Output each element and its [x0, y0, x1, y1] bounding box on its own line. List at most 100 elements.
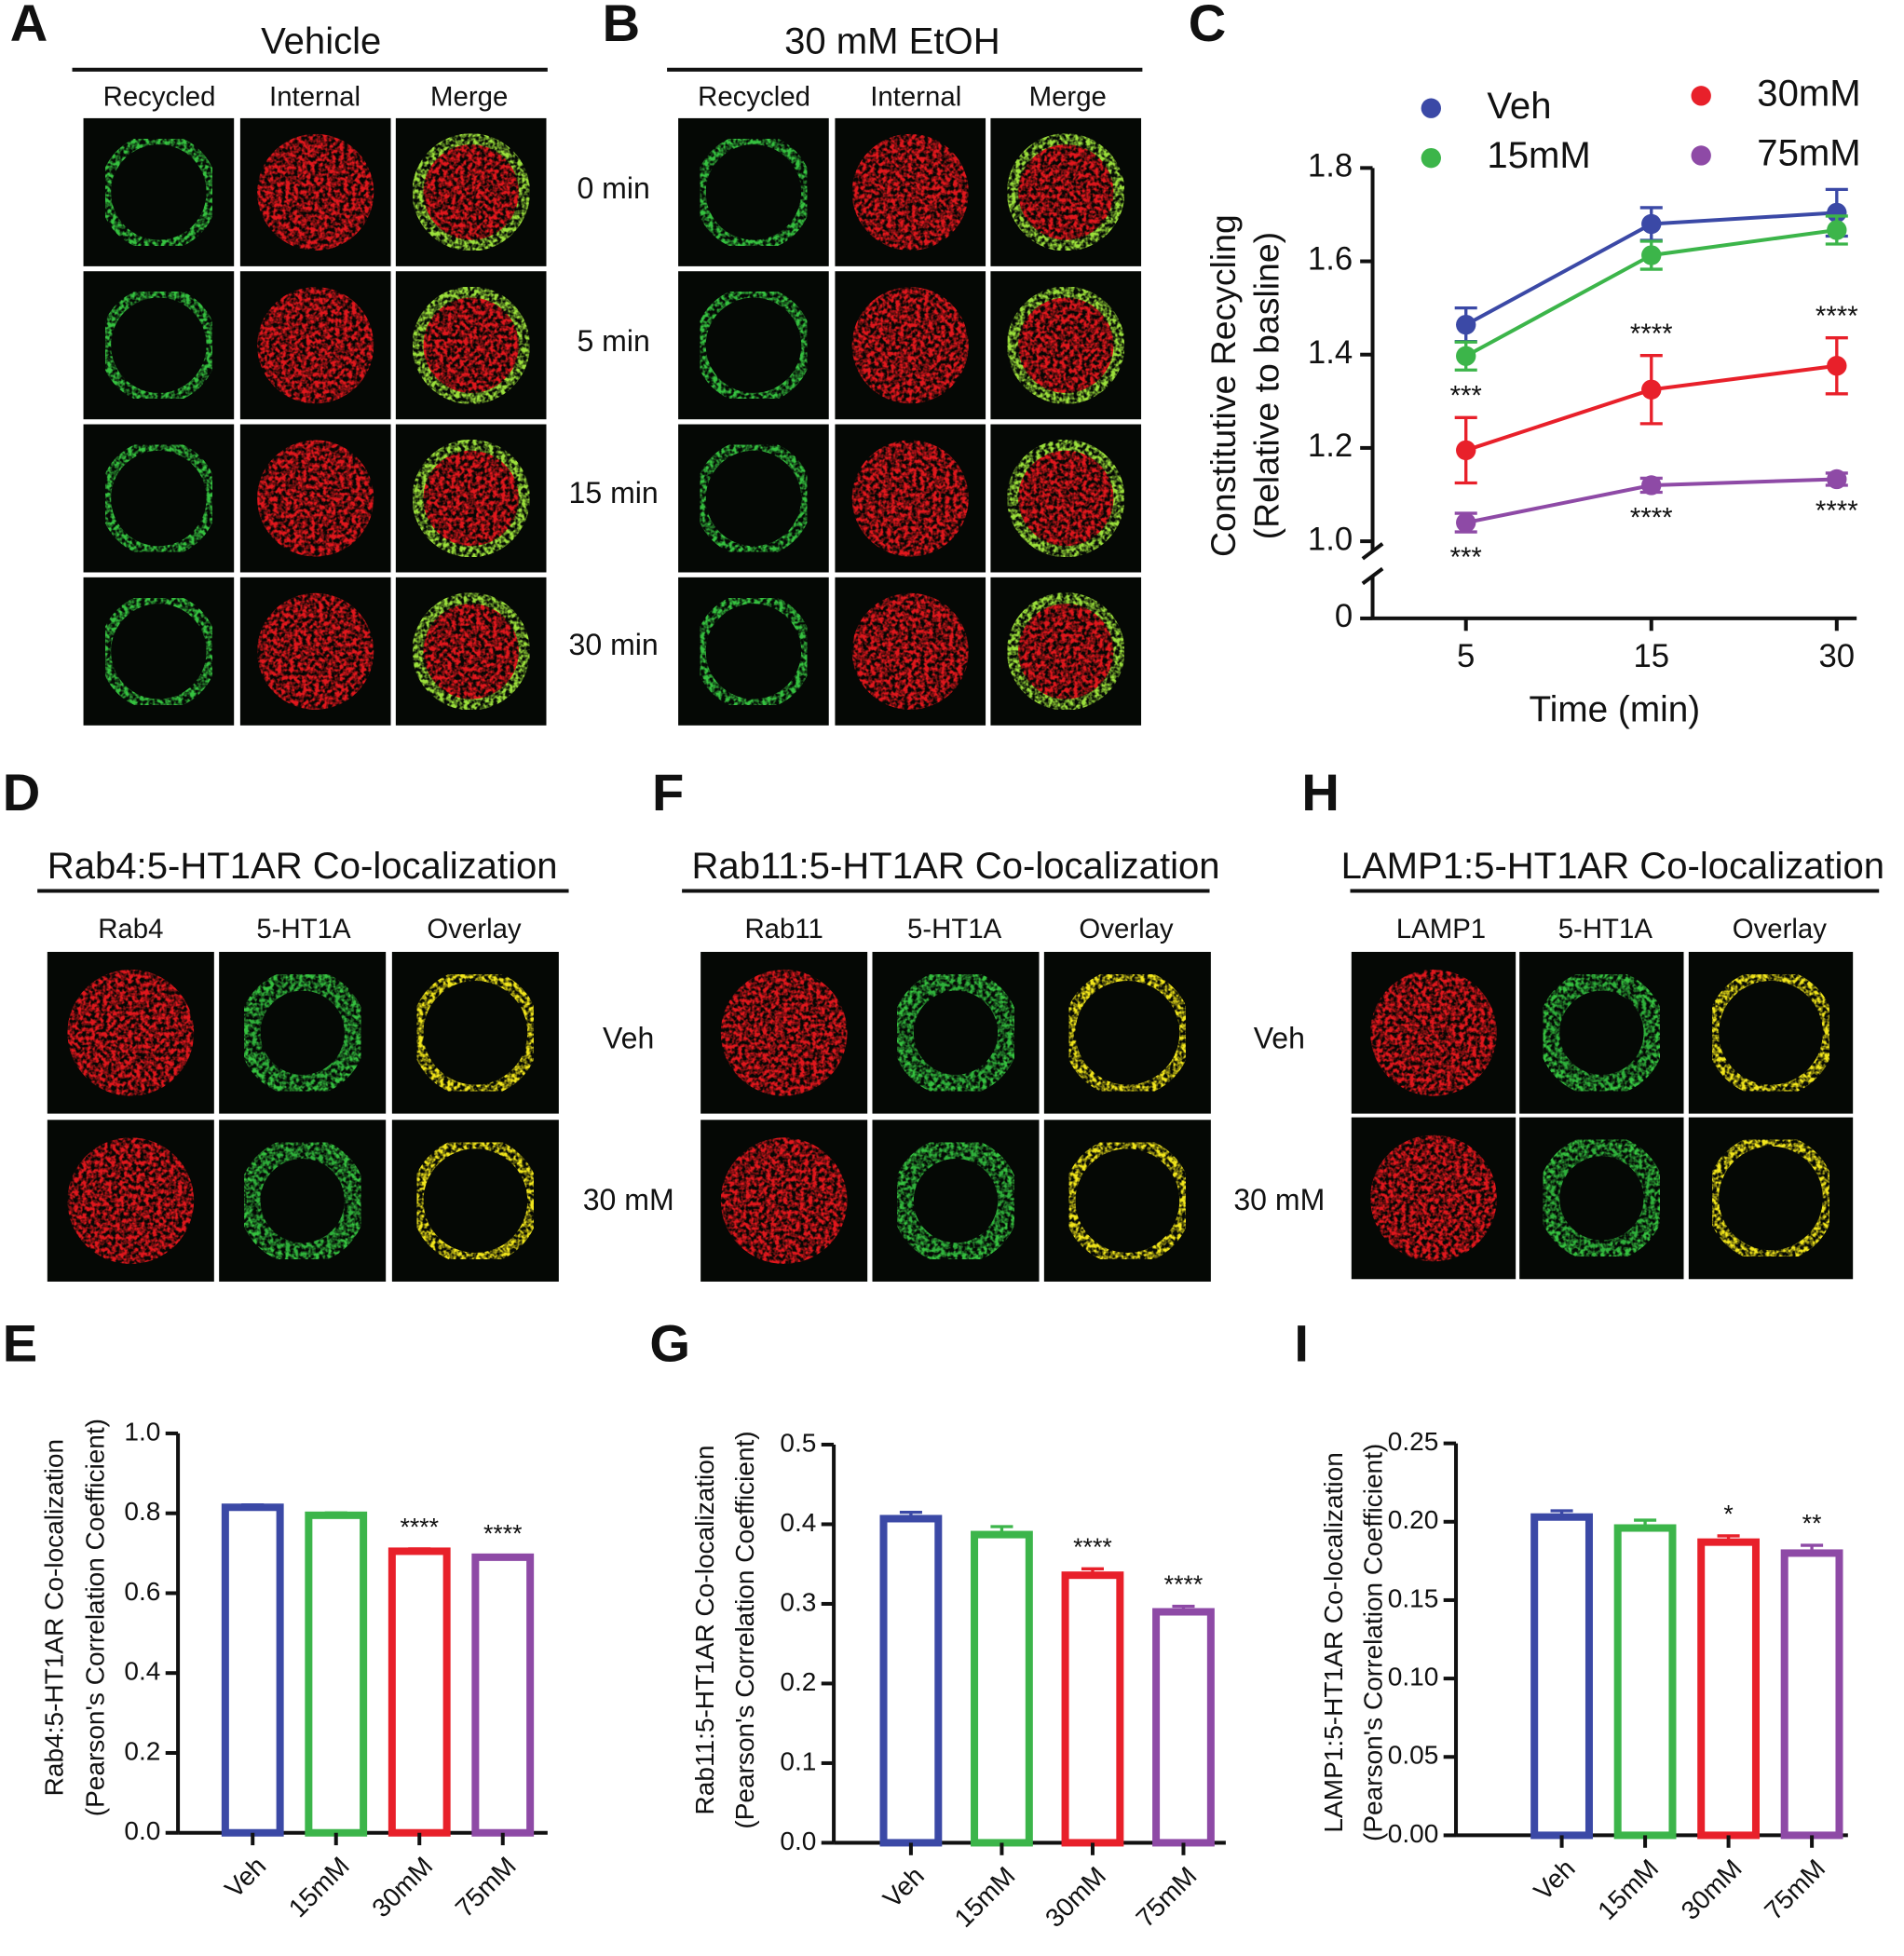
micrograph	[1043, 951, 1211, 1114]
x-tick-label: 75mM	[1759, 1854, 1830, 1925]
cell-fill	[257, 592, 374, 710]
column-label: Recycled	[698, 81, 810, 112]
cell-ring	[1006, 592, 1125, 711]
column-label: Overlay	[1733, 914, 1828, 944]
cell-ring	[1063, 1135, 1192, 1266]
cell	[1706, 968, 1836, 1097]
cell	[1006, 592, 1125, 711]
error-bar	[408, 1547, 431, 1552]
cell	[257, 133, 374, 251]
micrograph	[391, 1120, 559, 1282]
cell	[100, 439, 218, 558]
panel-title: Rab11:5-HT1AR Co-localization	[691, 846, 1219, 887]
micrograph	[990, 271, 1142, 420]
x-tick-label: 15mM	[1592, 1854, 1664, 1925]
y-tick-label: 0.05	[1388, 1741, 1439, 1770]
cell-ring	[694, 286, 813, 404]
point	[1641, 213, 1662, 235]
column-label: Overlay	[427, 914, 522, 944]
cell-fill	[257, 287, 374, 404]
cell-ring	[694, 133, 813, 251]
panel-letter: C	[1189, 0, 1227, 52]
significance-label: ****	[1630, 319, 1673, 349]
cell-ring	[412, 592, 530, 711]
legend-marker	[1691, 145, 1711, 166]
cell	[411, 1135, 540, 1266]
significance-label: ****	[1073, 1533, 1112, 1561]
point	[1641, 245, 1662, 265]
cell-ring	[1063, 968, 1192, 1097]
micrograph	[1043, 1120, 1211, 1282]
micrograph	[1688, 951, 1854, 1114]
row-label: 15 min	[569, 476, 659, 509]
cell-fill	[851, 440, 969, 557]
error-bar	[899, 1510, 922, 1519]
x-tick-label: 30mM	[366, 1851, 438, 1922]
micrograph	[47, 951, 214, 1114]
point	[1456, 440, 1476, 461]
micrograph	[219, 951, 387, 1114]
point	[1641, 379, 1662, 400]
panel-letter: H	[1301, 763, 1340, 822]
cell	[238, 969, 367, 1097]
axis-break	[1361, 566, 1384, 586]
bar	[1061, 1571, 1124, 1847]
x-tick-label: 75mM	[1131, 1861, 1203, 1933]
cell	[412, 133, 530, 251]
cell-ring	[411, 968, 540, 1097]
cell	[100, 592, 218, 711]
cell	[851, 287, 969, 404]
column-label: 5-HT1A	[907, 914, 1002, 944]
y-axis-label: Rab4:5-HT1AR Co-localization	[40, 1439, 69, 1796]
micrograph	[678, 117, 829, 266]
cell-fill	[851, 287, 969, 404]
column-label: Rab4	[98, 914, 163, 944]
y-tick-label: 0.20	[1388, 1505, 1439, 1534]
y-tick-label: 0.10	[1388, 1663, 1439, 1691]
cell-fill	[413, 133, 530, 251]
cell-fill	[67, 1137, 195, 1264]
cell	[1006, 133, 1125, 251]
micrograph	[83, 271, 235, 420]
x-tick-label: 30	[1818, 639, 1855, 674]
point	[1827, 356, 1847, 376]
micrograph	[1351, 951, 1516, 1114]
cell-ring	[411, 1135, 540, 1266]
error-bar	[324, 1511, 347, 1515]
cell	[694, 592, 813, 711]
micrograph	[872, 951, 1040, 1114]
y-tick-label: 0.2	[780, 1667, 816, 1696]
micrograph	[83, 577, 235, 726]
cell	[412, 439, 530, 558]
cell	[257, 287, 374, 404]
y-axis-label: (Pearson's Correlation Coefficient)	[81, 1419, 110, 1816]
micrograph	[395, 271, 547, 420]
panel-letter: G	[649, 1314, 690, 1373]
significance-label: ****	[1816, 496, 1858, 526]
cell	[1370, 1134, 1497, 1262]
bar	[1530, 1513, 1593, 1840]
error-bar	[1717, 1534, 1740, 1542]
row-label: Veh	[1254, 1021, 1305, 1054]
y-tick-label: 1.4	[1308, 335, 1353, 371]
cell-ring	[1537, 969, 1666, 1097]
y-tick-label: 0.15	[1388, 1583, 1439, 1612]
cell-ring	[1537, 1134, 1666, 1262]
cell	[412, 592, 530, 711]
cell-ring	[248, 978, 358, 1088]
point	[1456, 314, 1476, 335]
y-tick-label: 0.0	[124, 1816, 160, 1845]
cell-ring	[891, 969, 1020, 1097]
micrograph	[239, 271, 391, 420]
cell-ring	[248, 1146, 358, 1256]
x-tick-label: 30mM	[1676, 1854, 1748, 1925]
significance-label: ****	[400, 1514, 439, 1542]
cell-ring	[100, 133, 218, 251]
legend-marker	[1691, 86, 1711, 106]
panel-title: 30 mM EtOH	[784, 20, 1000, 61]
cell-ring	[238, 969, 367, 1097]
micrograph	[990, 577, 1142, 726]
bar	[1780, 1549, 1843, 1840]
